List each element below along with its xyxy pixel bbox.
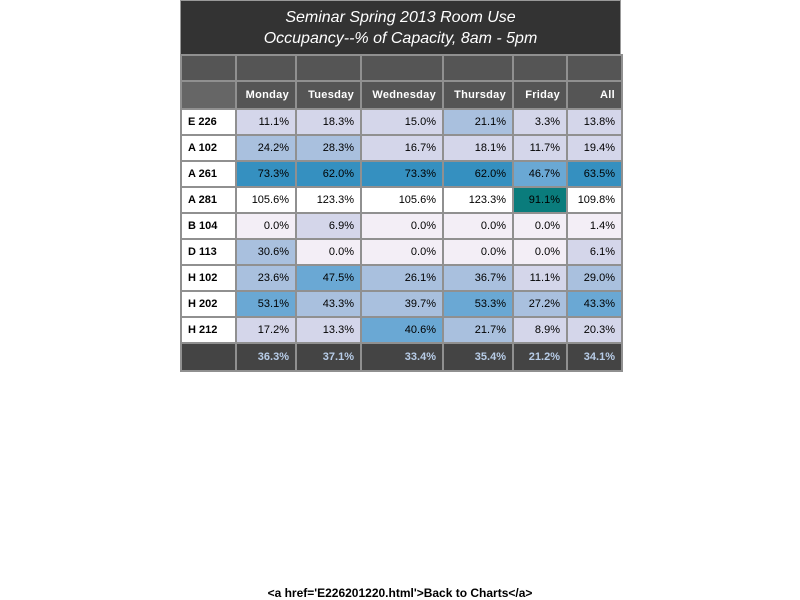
occupancy-cell: 40.6% [360,316,444,344]
occupancy-cell: 26.1% [360,264,444,292]
occupancy-cell: 18.1% [442,134,514,162]
occupancy-cell: 36.7% [442,264,514,292]
occupancy-cell: 73.3% [360,160,444,188]
table-row: H 202 53.1% 43.3% 39.7% 53.3% 27.2% 43.3% [180,290,623,318]
column-header-monday: Monday [235,80,297,110]
occupancy-cell: 0.0% [360,212,444,240]
total-cell: 36.3% [235,342,297,372]
occupancy-cell: 11.1% [235,108,297,136]
total-cell: 21.2% [512,342,568,372]
occupancy-cell: 27.2% [512,290,568,318]
table-row: H 102 23.6% 47.5% 26.1% 36.7% 11.1% 29.0% [180,264,623,292]
occupancy-cell: 17.2% [235,316,297,344]
occupancy-cell: 0.0% [360,238,444,266]
occupancy-cell: 3.3% [512,108,568,136]
occupancy-cell: 91.1% [512,186,568,214]
occupancy-cell: 21.1% [442,108,514,136]
room-label: D 113 [180,238,237,266]
occupancy-cell: 43.3% [566,290,623,318]
total-cell: 37.1% [295,342,362,372]
room-label: B 104 [180,212,237,240]
occupancy-cell: 23.6% [235,264,297,292]
occupancy-cell: 0.0% [512,238,568,266]
column-header-all: All [566,80,623,110]
occupancy-report: Seminar Spring 2013 Room Use Occupancy--… [180,0,623,372]
occupancy-cell: 16.7% [360,134,444,162]
total-cell: 34.1% [566,342,623,372]
occupancy-cell: 62.0% [442,160,514,188]
occupancy-cell: 8.9% [512,316,568,344]
table-row: E 226 11.1% 18.3% 15.0% 21.1% 3.3% 13.8% [180,108,623,136]
report-title-block: Seminar Spring 2013 Room Use Occupancy--… [180,0,621,54]
occupancy-cell: 123.3% [442,186,514,214]
room-label: H 102 [180,264,237,292]
occupancy-cell: 47.5% [295,264,362,292]
occupancy-cell: 63.5% [566,160,623,188]
column-header-wednesday: Wednesday [360,80,444,110]
occupancy-cell: 62.0% [295,160,362,188]
occupancy-cell: 43.3% [295,290,362,318]
occupancy-cell: 11.7% [512,134,568,162]
occupancy-cell: 0.0% [295,238,362,266]
column-header-friday: Friday [512,80,568,110]
table-row: A 261 73.3% 62.0% 73.3% 62.0% 46.7% 63.5% [180,160,623,188]
total-cell: 33.4% [360,342,444,372]
occupancy-cell: 28.3% [295,134,362,162]
occupancy-cell: 13.3% [295,316,362,344]
occupancy-cell: 0.0% [235,212,297,240]
occupancy-cell: 20.3% [566,316,623,344]
table-row: A 102 24.2% 28.3% 16.7% 18.1% 11.7% 19.4% [180,134,623,162]
header-spacer-row [180,54,623,82]
occupancy-cell: 19.4% [566,134,623,162]
occupancy-cell: 13.8% [566,108,623,136]
occupancy-cell: 0.0% [442,238,514,266]
occupancy-cell: 6.1% [566,238,623,266]
occupancy-cell: 29.0% [566,264,623,292]
occupancy-cell: 0.0% [442,212,514,240]
occupancy-cell: 123.3% [295,186,362,214]
occupancy-cell: 109.8% [566,186,623,214]
corner-header-cell [180,80,237,110]
back-to-charts-link[interactable]: <a href='E226201220.html'>Back to Charts… [267,586,533,600]
total-cell: 35.4% [442,342,514,372]
totals-label-cell [180,342,237,372]
occupancy-cell: 53.3% [442,290,514,318]
column-header-thursday: Thursday [442,80,514,110]
table-row: B 104 0.0% 6.9% 0.0% 0.0% 0.0% 1.4% [180,212,623,240]
occupancy-cell: 46.7% [512,160,568,188]
room-label: H 212 [180,316,237,344]
room-label: A 102 [180,134,237,162]
occupancy-cell: 53.1% [235,290,297,318]
room-label: E 226 [180,108,237,136]
report-subtitle: Occupancy--% of Capacity, 8am - 5pm [263,30,538,47]
occupancy-cell: 6.9% [295,212,362,240]
occupancy-cell: 0.0% [512,212,568,240]
room-label: A 261 [180,160,237,188]
occupancy-cell: 105.6% [235,186,297,214]
occupancy-cell: 11.1% [512,264,568,292]
occupancy-cell: 18.3% [295,108,362,136]
occupancy-cell: 30.6% [235,238,297,266]
occupancy-cell: 15.0% [360,108,444,136]
table-row: A 281 105.6% 123.3% 105.6% 123.3% 91.1% 109.8% [180,186,623,214]
table-row: D 113 30.6% 0.0% 0.0% 0.0% 0.0% 6.1% [180,238,623,266]
occupancy-cell: 105.6% [360,186,444,214]
occupancy-cell: 1.4% [566,212,623,240]
occupancy-cell: 21.7% [442,316,514,344]
occupancy-cell: 73.3% [235,160,297,188]
occupancy-cell: 24.2% [235,134,297,162]
table-row: H 212 17.2% 13.3% 40.6% 21.7% 8.9% 20.3% [180,316,623,344]
table-body: E 226 11.1% 18.3% 15.0% 21.1% 3.3% 13.8% A 102 2… [180,108,623,344]
column-header-row: Monday Tuesday Wednesday Thursday Friday All [180,80,623,110]
totals-row: 36.3% 37.1% 33.4% 35.4% 21.2% 34.1% [180,342,623,372]
occupancy-table: Monday Tuesday Wednesday Thursday Friday All … [180,54,623,372]
room-label: H 202 [180,290,237,318]
occupancy-cell: 39.7% [360,290,444,318]
report-title: Seminar Spring 2013 Room Use [285,9,516,26]
room-label: A 281 [180,186,237,214]
column-header-tuesday: Tuesday [295,80,362,110]
